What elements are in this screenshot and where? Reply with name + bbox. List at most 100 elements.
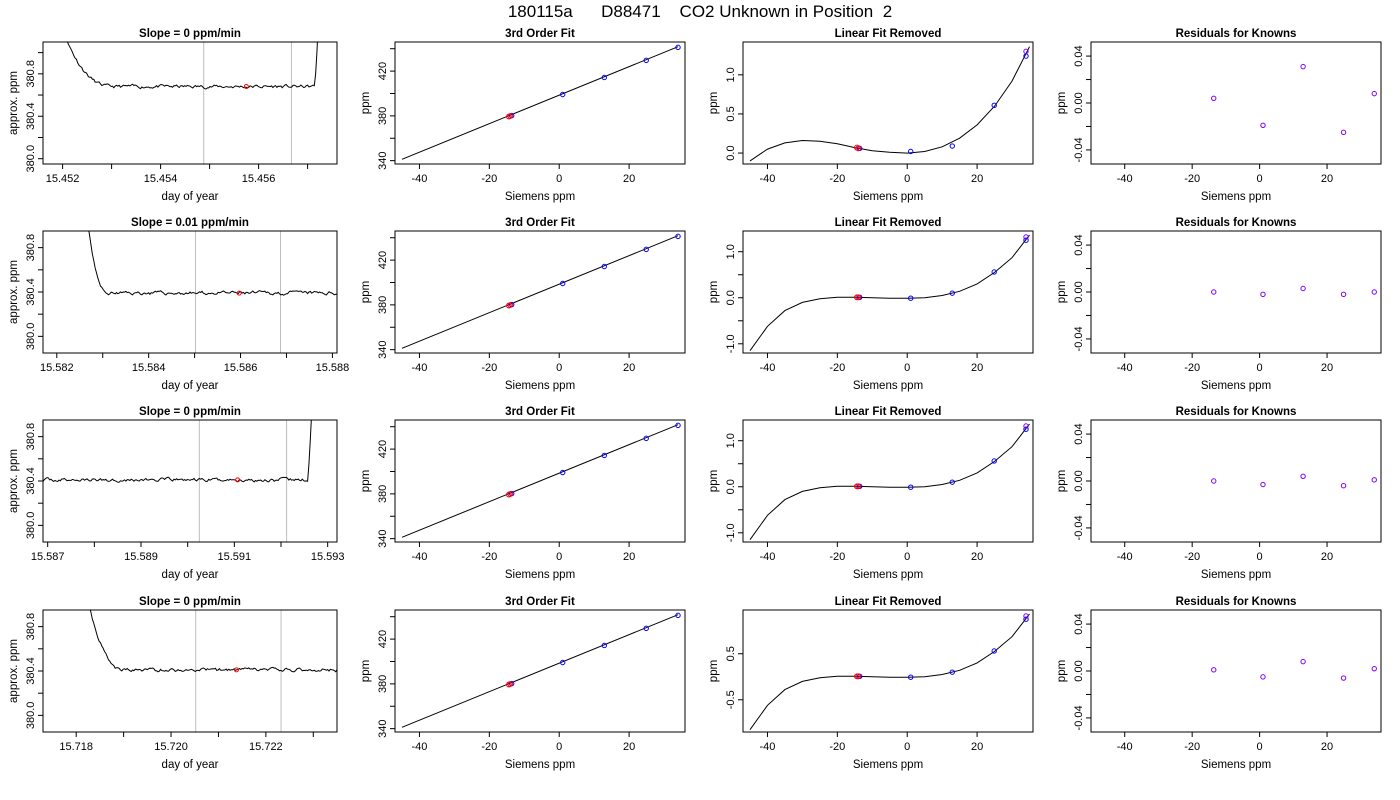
x-axis-label: day of year — [162, 759, 219, 771]
x-tick-label: -20 — [829, 551, 845, 563]
panel-linfit-3: Linear Fit Removed -40 -20 0 20 -0.5 0.5 Siemen… — [708, 596, 1034, 771]
x-tick-label: 0 — [556, 362, 562, 374]
panel-slope-2: Slope = 0 ppm/min 15.587 15.589 15.591 15.59… — [8, 406, 344, 581]
y-axis-label: ppm — [360, 660, 372, 682]
x-tick-label: 15.454 — [144, 173, 178, 185]
fit-curve — [749, 46, 1030, 162]
unknown-point — [855, 145, 862, 152]
plot-area — [401, 612, 681, 728]
known-point — [949, 479, 955, 485]
ppm-trace — [88, 231, 337, 296]
panel-resid-2: Residuals for Knowns -40 -20 0 20 -0.04 0.00 0.… — [1056, 406, 1382, 581]
y-tick-label: -0.04 — [1073, 326, 1085, 351]
x-tick-label: -20 — [1184, 551, 1200, 563]
x-axis-label: Siemens ppm — [505, 191, 575, 203]
known-point — [991, 269, 997, 275]
residual-point — [1260, 481, 1266, 488]
panel-title: 3rd Order Fit — [505, 217, 575, 229]
x-tick-label: 0 — [1257, 173, 1263, 185]
ppm-trace — [67, 42, 318, 90]
plot-frame — [394, 41, 686, 165]
y-tick-label: 1.0 — [725, 244, 737, 259]
panel-resid-0: Residuals for Knowns -40 -20 0 20 -0.04 0.00 0.… — [1056, 28, 1382, 203]
y-axis-label: ppm — [1056, 470, 1068, 492]
panel-fit-0: 3rd Order Fit -40 -20 0 20 340 380 420 Siemens p… — [360, 28, 686, 203]
y-tick-label: 0.00 — [1073, 470, 1085, 491]
x-tick-label: 0 — [556, 551, 562, 563]
x-tick-label: 20 — [971, 551, 983, 563]
y-axis-label: ppm — [360, 92, 372, 114]
figure-title: 180115a D88471 CO2 Unknown in Position 2 — [507, 2, 893, 21]
residual-point — [1340, 291, 1347, 298]
plot-area — [749, 46, 1030, 162]
known-point — [1023, 616, 1029, 622]
panel-title: Residuals for Knowns — [1176, 217, 1297, 229]
y-tick-label: 0.5 — [725, 646, 737, 661]
residual-point — [1300, 473, 1306, 480]
fit-line — [401, 424, 679, 538]
unknown-point — [855, 294, 862, 301]
x-tick-label: 20 — [1321, 362, 1333, 374]
x-tick-label: 15.720 — [154, 741, 188, 753]
y-tick-label: -0.04 — [1073, 705, 1085, 730]
plot-area — [749, 423, 1030, 540]
known-point — [643, 625, 649, 632]
panel-fit-1: 3rd Order Fit -40 -20 0 20 340 380 420 Siemens p… — [360, 217, 686, 392]
x-tick-label: -20 — [829, 173, 845, 185]
known-point — [1023, 426, 1029, 432]
unknown-point — [507, 302, 514, 308]
y-tick-label: 1.0 — [725, 433, 737, 448]
x-tick-label: -40 — [412, 362, 428, 374]
plot-frame — [742, 609, 1034, 733]
x-tick-label: 0 — [556, 173, 562, 185]
x-tick-label: 0 — [1257, 362, 1263, 374]
y-axis-label: approx. ppm — [8, 449, 20, 513]
known-point — [908, 295, 914, 301]
known-point — [560, 469, 566, 476]
plot-frame — [1090, 41, 1382, 165]
unknown-point — [507, 681, 514, 687]
y-tick-label: 0.5 — [725, 106, 737, 121]
x-tick-label: 0 — [904, 173, 910, 185]
y-tick-label: -0.04 — [1073, 515, 1085, 540]
residual-point — [1211, 95, 1217, 102]
y-tick-label: 340 — [377, 151, 389, 169]
residual-point — [1371, 665, 1377, 672]
known-point — [908, 484, 914, 490]
y-tick-label: 420 — [377, 62, 389, 80]
panel-fit-3: 3rd Order Fit -40 -20 0 20 340 380 420 Siemens p… — [360, 596, 686, 771]
y-tick-label: 380.4 — [25, 467, 37, 495]
known-point — [560, 91, 566, 98]
unknown-point — [855, 483, 862, 490]
known-point — [1023, 237, 1029, 243]
y-tick-label: 0.0 — [725, 145, 737, 160]
plot-area — [89, 610, 337, 673]
known-point — [991, 648, 997, 654]
panel-title: Linear Fit Removed — [835, 217, 942, 229]
plot-area — [43, 420, 312, 483]
x-tick-label: -20 — [1184, 741, 1200, 753]
y-tick-label: 0.0 — [725, 479, 737, 494]
known-point — [908, 148, 914, 155]
y-tick-label: 0.00 — [1073, 92, 1085, 113]
y-tick-label: 0.04 — [1073, 45, 1085, 66]
known-point — [601, 642, 607, 649]
x-axis-label: Siemens ppm — [853, 380, 923, 392]
panel-title: Slope = 0.01 ppm/min — [131, 217, 249, 229]
residual-point — [1371, 289, 1377, 295]
y-tick-label: 380.8 — [25, 60, 37, 88]
residual-point — [1300, 658, 1306, 665]
y-tick-label: 380 — [377, 296, 389, 314]
panel-slope-3: Slope = 0 ppm/min 15.718 15.720 15.722 380.0… — [8, 596, 338, 771]
x-axis-label: day of year — [162, 191, 219, 203]
x-tick-label: 20 — [623, 741, 635, 753]
x-axis-label: day of year — [162, 380, 219, 392]
y-tick-label: 380.0 — [25, 512, 37, 540]
y-tick-label: 340 — [377, 719, 389, 737]
residual-point — [1340, 129, 1347, 136]
plot-area — [1211, 473, 1377, 489]
y-tick-label: 420 — [377, 251, 389, 269]
plot-area — [749, 234, 1030, 351]
known-point — [949, 669, 955, 675]
known-point — [1023, 423, 1029, 429]
